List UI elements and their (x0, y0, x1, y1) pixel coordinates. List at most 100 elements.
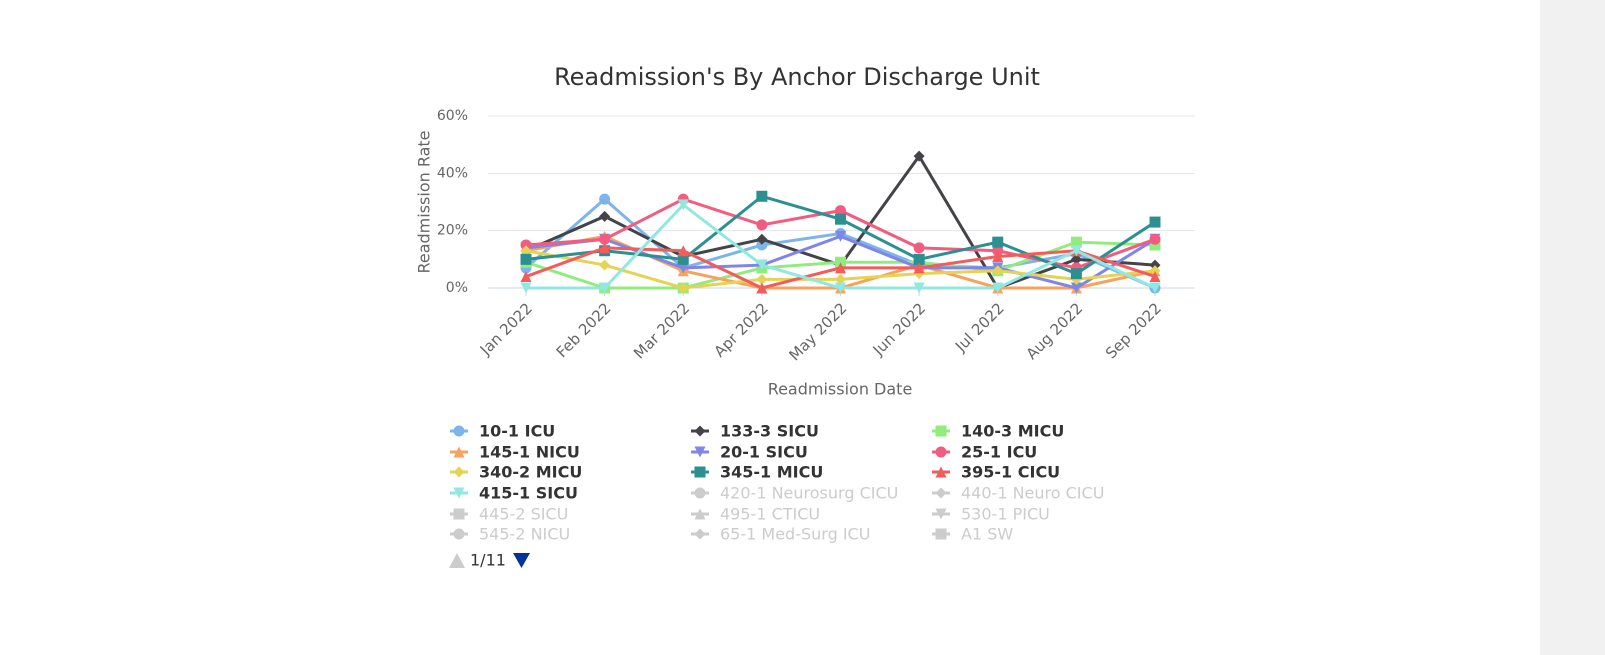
data-point (756, 282, 768, 294)
legend-item[interactable]: 345-1 MICU (720, 463, 823, 482)
data-point (992, 250, 1004, 262)
legend-symbol[interactable] (935, 487, 947, 499)
legend-item[interactable]: 340-2 MICU (479, 463, 582, 482)
x-tick-label: Sep 2022 (1102, 299, 1165, 362)
data-point (1149, 282, 1161, 294)
legend-symbol[interactable] (694, 466, 706, 478)
legend-item[interactable]: 415-1 SICU (479, 484, 578, 503)
legend-page-up[interactable] (449, 553, 465, 568)
data-point (599, 282, 611, 294)
legend-item[interactable]: A1 SW (961, 525, 1013, 544)
y-tick-label: 0% (446, 280, 468, 296)
legend-symbol[interactable] (694, 425, 706, 437)
legend-symbol[interactable] (453, 508, 465, 520)
data-point (1149, 216, 1161, 228)
data-point (835, 262, 846, 274)
data-point (992, 245, 1004, 257)
data-point (1070, 253, 1082, 265)
data-point (1149, 259, 1161, 271)
data-point (756, 219, 768, 231)
legend-item[interactable]: 530-1 PICU (961, 505, 1050, 524)
data-point (599, 233, 611, 245)
legend-item[interactable]: 20-1 SICU (720, 443, 808, 462)
data-point (1070, 245, 1082, 257)
legend-item[interactable]: 440-1 Neuro CICU (961, 484, 1104, 503)
legend-item[interactable]: 145-1 NICU (479, 443, 580, 462)
legend-symbol[interactable] (453, 487, 465, 499)
data-point (599, 242, 611, 254)
scrollbar-strip (1540, 0, 1605, 655)
y-axis-title: Readmission Rate (415, 130, 434, 273)
legend-symbol[interactable] (935, 508, 947, 520)
data-point (913, 253, 925, 265)
data-point (756, 233, 768, 245)
y-tick-label: 60% (437, 108, 468, 124)
y-tick-label: 40% (437, 165, 468, 181)
data-point (1149, 271, 1161, 283)
data-point (756, 239, 768, 251)
legend-item[interactable]: 495-1 CTICU (720, 505, 820, 524)
legend-symbol[interactable] (935, 425, 947, 437)
data-point (520, 245, 532, 257)
legend-symbol[interactable] (694, 487, 706, 499)
data-point (520, 253, 532, 265)
data-point (1070, 268, 1082, 280)
legend-symbol[interactable] (453, 425, 465, 437)
legend-symbol[interactable] (694, 508, 706, 520)
legend-symbol[interactable] (935, 446, 947, 458)
legend-item[interactable]: 25-1 ICU (961, 443, 1037, 462)
y-tick-label: 20% (437, 223, 468, 239)
data-point (520, 282, 532, 294)
data-point (677, 253, 689, 265)
chart-title: Readmission's By Anchor Discharge Unit (554, 63, 1040, 91)
legend-item[interactable]: 395-1 CICU (961, 463, 1060, 482)
legend-item[interactable]: 420-1 Neurosurg CICU (720, 484, 898, 503)
data-point (992, 236, 1004, 248)
data-point (913, 242, 925, 254)
data-point (835, 256, 846, 268)
data-point (913, 150, 925, 162)
data-point (756, 259, 768, 271)
x-tick-label: Feb 2022 (553, 299, 615, 361)
data-point (992, 265, 1004, 277)
data-point (913, 262, 925, 274)
legend-symbol[interactable] (935, 528, 947, 540)
x-axis-title: Readmission Date (768, 380, 913, 399)
data-point (677, 245, 689, 257)
data-point (677, 282, 689, 294)
data-point (520, 271, 532, 283)
x-tick-label: Aug 2022 (1023, 299, 1087, 363)
legend-symbol[interactable] (453, 446, 465, 458)
data-point (835, 213, 846, 225)
legend-item[interactable]: 545-2 NICU (479, 525, 570, 544)
legend-symbol[interactable] (694, 446, 706, 458)
legend-page-down[interactable] (513, 553, 530, 568)
data-point (913, 282, 925, 294)
x-tick-label: Jun 2022 (869, 299, 929, 359)
legend-page: 1/11 (470, 551, 506, 570)
legend-symbol[interactable] (453, 466, 465, 478)
data-point (1070, 236, 1082, 248)
data-point (677, 262, 689, 274)
data-point (599, 210, 611, 222)
legend-item[interactable]: 133-3 SICU (720, 422, 819, 441)
data-point (756, 273, 768, 285)
legend-item[interactable]: 65-1 Med-Surg ICU (720, 525, 870, 544)
legend-symbol[interactable] (453, 528, 465, 540)
data-point (599, 259, 611, 271)
data-point (1149, 233, 1161, 245)
data-point (677, 199, 689, 211)
legend-item[interactable]: 10-1 ICU (479, 422, 555, 441)
x-tick-label: Apr 2022 (710, 299, 771, 360)
legend-item[interactable]: 445-2 SICU (479, 505, 568, 524)
data-point (1149, 265, 1161, 277)
data-point (1070, 282, 1082, 294)
data-point (599, 193, 611, 205)
legend-item[interactable]: 140-3 MICU (961, 422, 1064, 441)
legend-symbol[interactable] (935, 466, 947, 478)
data-point (992, 282, 1004, 294)
data-point (835, 282, 846, 294)
legend-symbol[interactable] (694, 528, 706, 540)
